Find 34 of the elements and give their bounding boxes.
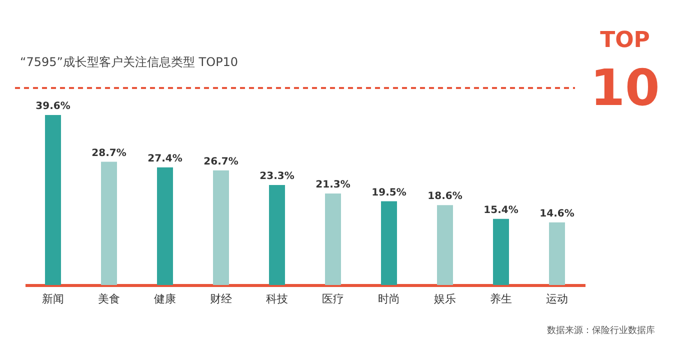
source-note: 数据来源：保险行业数据库 bbox=[547, 325, 655, 336]
x-tick-label: 运动 bbox=[546, 292, 568, 306]
x-tick-label: 新闻 bbox=[42, 292, 64, 306]
bar bbox=[381, 201, 397, 285]
data-label: 26.7% bbox=[204, 156, 238, 168]
data-label: 21.3% bbox=[316, 180, 350, 191]
data-label: 19.5% bbox=[372, 187, 406, 198]
data-label: 39.6% bbox=[36, 101, 70, 112]
chart-title: “7595”成长型客户关注信息类型 TOP10 bbox=[20, 55, 238, 69]
x-tick-label: 娱乐 bbox=[434, 292, 456, 306]
bar bbox=[45, 115, 61, 285]
x-tick-label: 健康 bbox=[154, 292, 176, 306]
text: TOP bbox=[600, 28, 650, 53]
bar bbox=[157, 167, 173, 285]
bar bbox=[213, 170, 229, 285]
x-tick-label: 养生 bbox=[490, 292, 512, 306]
data-label: 15.4% bbox=[484, 204, 518, 216]
bar bbox=[101, 162, 117, 285]
bar bbox=[325, 194, 341, 285]
x-tick-label: 医疗 bbox=[322, 292, 344, 306]
text: 10 bbox=[590, 59, 660, 117]
data-label: 23.3% bbox=[260, 170, 294, 182]
bar bbox=[269, 184, 285, 285]
data-label: 14.6% bbox=[540, 208, 574, 220]
bar bbox=[437, 205, 453, 285]
data-label: 18.6% bbox=[428, 191, 462, 202]
data-label: 27.4% bbox=[148, 153, 182, 164]
bar bbox=[493, 218, 509, 285]
x-tick-label: 美食 bbox=[98, 292, 120, 306]
data-label: 28.7% bbox=[92, 148, 126, 159]
x-tick-label: 财经 bbox=[210, 292, 232, 306]
x-tick-label: 科技 bbox=[266, 292, 288, 306]
bar bbox=[549, 222, 565, 285]
x-tick-label: 时尚 bbox=[378, 292, 400, 306]
